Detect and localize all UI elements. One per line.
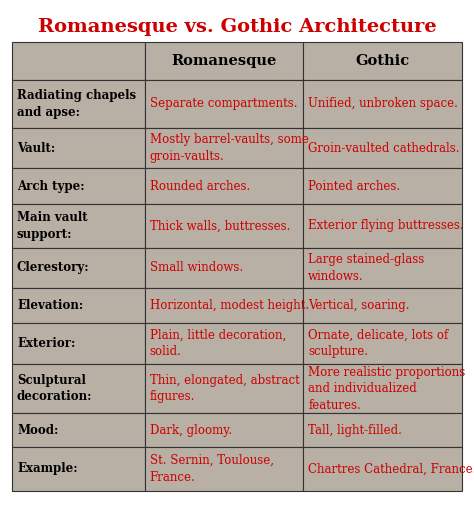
Text: Ornate, delicate, lots of
sculpture.: Ornate, delicate, lots of sculpture.	[308, 329, 448, 358]
Text: Mostly barrel-vaults, some
groin-vaults.: Mostly barrel-vaults, some groin-vaults.	[150, 134, 309, 163]
Bar	[145, 204, 303, 248]
Bar	[12, 42, 145, 80]
Text: Unified, unbroken space.: Unified, unbroken space.	[308, 98, 458, 110]
Text: Dark, gloomy.: Dark, gloomy.	[150, 423, 232, 437]
Bar	[12, 248, 145, 288]
Bar	[12, 413, 145, 447]
Text: Horizontal, modest height.: Horizontal, modest height.	[150, 299, 309, 312]
Text: Arch type:: Arch type:	[17, 180, 85, 192]
Text: Radiating chapels
and apse:: Radiating chapels and apse:	[17, 89, 136, 119]
Bar	[303, 288, 462, 323]
Bar	[12, 169, 145, 204]
Text: Small windows.: Small windows.	[150, 261, 243, 275]
Bar	[303, 323, 462, 364]
Text: Clerestory:: Clerestory:	[17, 261, 90, 275]
Bar	[303, 248, 462, 288]
Bar	[303, 128, 462, 169]
Text: Groin-vaulted cathedrals.: Groin-vaulted cathedrals.	[308, 142, 460, 155]
Text: Elevation:: Elevation:	[17, 299, 83, 312]
Text: Example:: Example:	[17, 463, 78, 475]
Text: Exterior flying buttresses.: Exterior flying buttresses.	[308, 219, 464, 232]
Text: More realistic proportions
and individualized
features.: More realistic proportions and individua…	[308, 366, 465, 411]
Text: Main vault
support:: Main vault support:	[17, 211, 88, 241]
Bar	[12, 364, 145, 413]
Bar	[145, 169, 303, 204]
Text: Separate compartments.: Separate compartments.	[150, 98, 297, 110]
Bar	[145, 80, 303, 128]
Bar	[12, 447, 145, 491]
Bar	[303, 169, 462, 204]
Text: Large stained-glass
windows.: Large stained-glass windows.	[308, 253, 424, 282]
Bar	[303, 413, 462, 447]
Bar	[145, 248, 303, 288]
Text: Romanesque: Romanesque	[171, 54, 277, 68]
Bar	[12, 128, 145, 169]
Bar	[303, 80, 462, 128]
Text: Chartres Cathedral, France.: Chartres Cathedral, France.	[308, 463, 474, 475]
Bar	[12, 288, 145, 323]
Bar	[303, 204, 462, 248]
Bar	[145, 447, 303, 491]
Bar	[303, 447, 462, 491]
Text: Gothic: Gothic	[356, 54, 410, 68]
Bar	[145, 42, 303, 80]
Text: Mood:: Mood:	[17, 423, 58, 437]
Bar	[145, 288, 303, 323]
Text: Sculptural
decoration:: Sculptural decoration:	[17, 374, 92, 403]
Text: Plain, little decoration,
solid.: Plain, little decoration, solid.	[150, 329, 286, 358]
Bar	[303, 364, 462, 413]
Bar	[303, 42, 462, 80]
Bar	[145, 128, 303, 169]
Text: Vault:: Vault:	[17, 142, 55, 155]
Text: Tall, light-filled.: Tall, light-filled.	[308, 423, 402, 437]
Text: Romanesque vs. Gothic Architecture: Romanesque vs. Gothic Architecture	[38, 18, 436, 36]
Text: Pointed arches.: Pointed arches.	[308, 180, 400, 192]
Text: Exterior:: Exterior:	[17, 337, 75, 350]
Bar	[145, 413, 303, 447]
Bar	[145, 364, 303, 413]
Bar	[12, 80, 145, 128]
Text: Rounded arches.: Rounded arches.	[150, 180, 250, 192]
Text: Thin, elongated, abstract
figures.: Thin, elongated, abstract figures.	[150, 374, 300, 403]
Bar	[145, 323, 303, 364]
Text: Thick walls, buttresses.: Thick walls, buttresses.	[150, 219, 290, 232]
Bar	[12, 204, 145, 248]
Text: St. Sernin, Toulouse,
France.: St. Sernin, Toulouse, France.	[150, 454, 274, 484]
Text: Vertical, soaring.: Vertical, soaring.	[308, 299, 410, 312]
Bar	[12, 323, 145, 364]
